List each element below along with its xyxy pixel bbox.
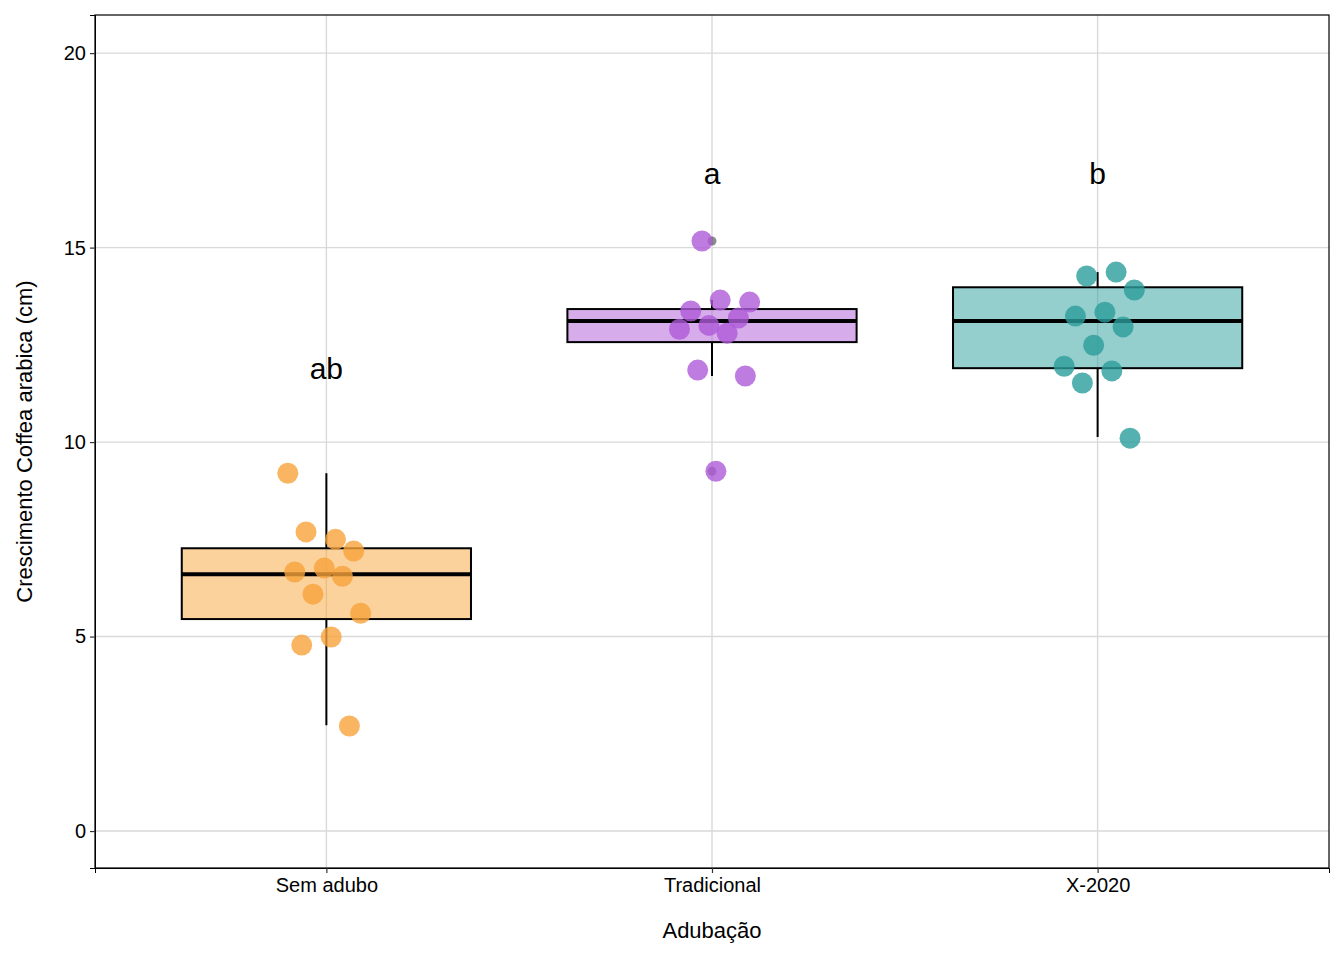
point [339,716,360,737]
annotation: a [704,157,721,190]
axis-line [90,16,96,869]
point [1101,360,1122,381]
tick-label: 20 [64,42,86,64]
box-group [953,262,1242,449]
point [302,584,323,605]
tick-label: Sem adubo [276,874,378,896]
point [1120,428,1141,449]
point [680,301,701,322]
point [1106,262,1127,283]
point [277,463,298,484]
x-axis-title: Adubação [662,918,761,943]
grid-line [711,15,712,868]
point [1065,306,1086,327]
point [717,323,738,344]
box-group [182,463,471,737]
point [687,360,708,381]
tick: 5 [75,625,95,647]
point [296,521,317,542]
point [1094,302,1115,323]
tick-label: X-2020 [1066,874,1131,896]
tick-label: 10 [64,431,86,453]
point [669,319,690,340]
point [710,290,731,311]
y-axis-title: Crescimento Coffea arabica (cm) [12,280,37,602]
plot: abab05101520Sem aduboTradicionalX-2020 [64,15,1330,896]
tick-mark [712,868,713,873]
tick-label: 0 [75,820,86,842]
x-axis: Sem adubo Tradicional X-2020 [96,868,1330,896]
tick-mark [90,248,95,249]
point [1054,356,1075,377]
tick: 20 [64,42,95,64]
point [350,603,371,624]
tick-label: 5 [75,625,86,647]
point [314,558,335,579]
point [284,561,305,582]
point [735,365,756,386]
point [291,635,312,656]
box [567,309,856,342]
grid-line [326,15,327,868]
tick-mark [90,442,95,443]
panel-background [95,15,1329,868]
tick: 15 [64,237,95,259]
tick: X-2020 [1066,868,1131,896]
point [321,626,342,647]
tick: Sem adubo [276,868,378,896]
axis-line [96,869,1330,874]
tick-mark [90,53,95,54]
box [953,287,1242,368]
whisker [711,342,713,376]
marks [182,230,1242,736]
point [332,566,353,587]
point [691,230,712,251]
tick-label: 15 [64,237,86,259]
point [705,461,726,482]
point [1072,372,1093,393]
point [698,315,719,336]
tick-mark [1098,868,1099,873]
point [1124,279,1145,300]
point [1113,316,1134,337]
panel-border [95,15,1329,868]
tick-mark [90,831,95,832]
y-axis: 0 5 10 15 20 [64,16,96,869]
point [343,540,364,561]
box [182,548,471,619]
tick: 10 [64,431,95,453]
point [1083,335,1104,356]
annotation: b [1089,157,1106,190]
whisker [1097,368,1099,437]
tick-mark [326,868,327,873]
chart: abab05101520Sem aduboTradicionalX-2020Ad… [0,0,1344,960]
grid [95,15,1329,868]
grid-line [1097,15,1098,868]
tick-label: Tradicional [664,874,761,896]
box-group [567,230,856,481]
point [325,529,346,550]
annotation: ab [310,352,343,385]
tick: Tradicional [664,868,761,896]
tick-mark [90,636,95,637]
tick: 0 [75,820,95,842]
point [1076,265,1097,286]
